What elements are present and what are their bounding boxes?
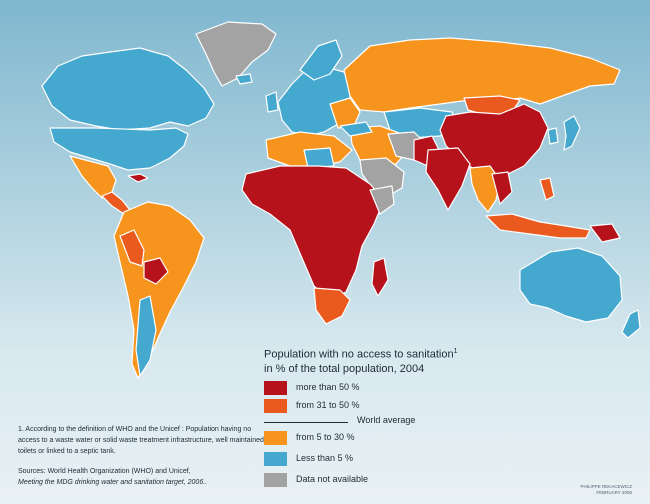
legend-label: from 31 to 50 % (296, 400, 360, 410)
legend-label: more than 50 % (296, 382, 360, 392)
legend-label: Less than 5 % (296, 453, 354, 463)
legend-label: Data not available (296, 474, 369, 484)
scandinavia-region (299, 39, 343, 81)
japan-region (563, 115, 581, 151)
legend-item-less-than-5: Less than 5 % (264, 452, 504, 466)
legend-title-footnote-marker: 1 (453, 348, 458, 355)
australia-region (519, 247, 623, 323)
footnote-text: According to the definition of WHO and t… (18, 426, 264, 455)
sources: Sources: World Health Organization (WHO)… (18, 466, 278, 488)
peru-region (119, 229, 145, 267)
indochina-region (491, 171, 513, 205)
uk-region (265, 91, 279, 113)
legend-title-line1: Population with no access to sanitation (264, 348, 454, 361)
legend-swatch (264, 431, 287, 445)
legend-swatch (264, 452, 287, 466)
usa-region (49, 127, 189, 171)
legend-swatch (264, 473, 287, 487)
sub-saharan-africa-region (241, 165, 385, 301)
india-region (425, 147, 471, 211)
credit-author: PHILIPPE REKACEWICZ (580, 484, 632, 489)
caribbean-region (127, 173, 149, 183)
legend-title-line2: in % of the total population, 2004 (264, 362, 425, 375)
korea-region (547, 127, 559, 145)
madagascar-region (371, 257, 389, 297)
legend-title: Population with no access to sanitation1… (264, 345, 524, 376)
legend-item-not-available: Data not available (264, 473, 504, 487)
south-america-region (113, 201, 205, 379)
canada-region (41, 47, 215, 131)
southern-cone-region (135, 295, 157, 377)
legend-swatch (264, 381, 287, 395)
new-zealand-region (621, 309, 641, 339)
papua-region (589, 223, 621, 243)
iceland-region (235, 73, 253, 85)
libya-region (303, 147, 335, 169)
sources-line2: Meeting the MDG drinking water and sanit… (18, 479, 208, 486)
sources-line1: Sources: World Health Organization (WHO)… (18, 468, 191, 475)
map-legend: Population with no access to sanitation1… (264, 345, 524, 487)
eastern-europe-region (329, 97, 361, 129)
philippines-region (539, 177, 555, 201)
credit-date: FEBRUARY 2006 (596, 490, 632, 495)
legend-item-31-to-50: from 31 to 50 % (264, 399, 504, 413)
legend-label: from 5 to 30 % (296, 432, 355, 442)
footnote-marker: 1. (18, 426, 24, 433)
southern-africa-region (313, 287, 351, 325)
legend-swatch (264, 399, 287, 413)
indonesia-region (485, 213, 591, 239)
legend-item-5-to-30: from 5 to 30 % (264, 431, 504, 445)
greenland-region (195, 21, 277, 87)
turkey-region (339, 121, 373, 137)
legend-item-more-than-50: more than 50 % (264, 381, 504, 395)
bolivia-region (143, 257, 169, 285)
horn-africa-region (369, 185, 395, 215)
footnote: 1. According to the definition of WHO an… (18, 424, 268, 457)
credit: PHILIPPE REKACEWICZ FEBRUARY 2006 (580, 484, 632, 496)
world-average-label: World average (357, 415, 416, 425)
world-average-line (264, 422, 348, 423)
